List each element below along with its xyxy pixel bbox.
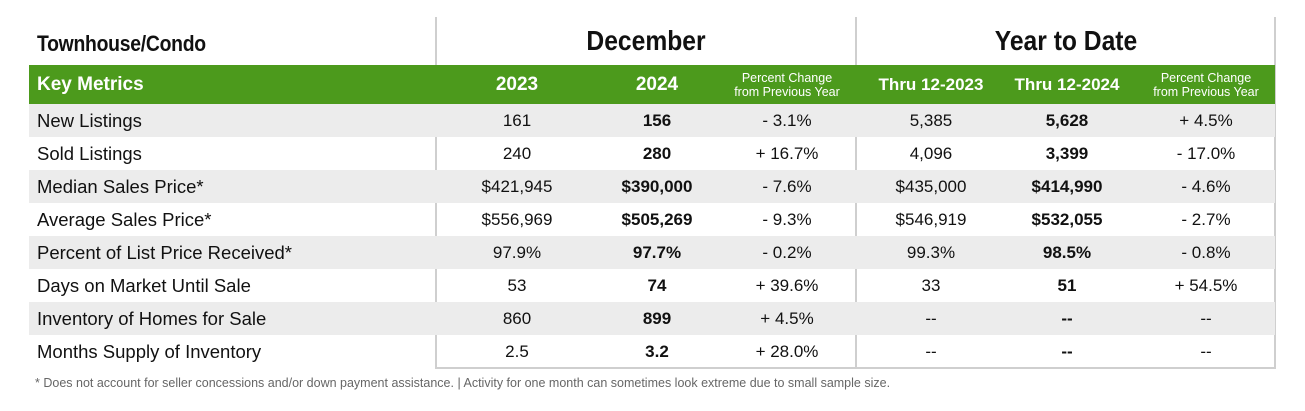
cell-december-2024: 156 <box>642 110 672 130</box>
row-label: Inventory of Homes for Sale <box>37 307 267 329</box>
cell-ytd-2024: -- <box>1061 308 1073 328</box>
title-row: Townhouse/Condo December Year to Date <box>29 17 1275 65</box>
cell-ytd-pct-change: -- <box>1200 341 1212 361</box>
pct-change-line2: from Previous Year <box>1153 84 1259 99</box>
row-label: Average Sales Price* <box>37 208 212 230</box>
cell-december-2024: 97.7% <box>632 242 682 262</box>
cell-ytd-2024: $414,990 <box>1031 176 1103 196</box>
footnote: * Does not account for seller concession… <box>35 376 891 390</box>
cell-ytd-pct-change: - 2.7% <box>1181 209 1231 229</box>
row-label: Days on Market Until Sale <box>37 274 251 296</box>
cell-december-2024: 3.2 <box>645 341 669 361</box>
header-pct-change-ytd: Percent Change from Previous Year <box>1137 65 1275 104</box>
cell-december-2023: 53 <box>507 275 527 295</box>
cell-december-2023: 161 <box>502 110 532 130</box>
row-label: Percent of List Price Received* <box>37 241 293 263</box>
cell-december-pct-change: - 7.6% <box>762 176 812 196</box>
cell-ytd-2024: 3,399 <box>1045 143 1089 163</box>
cell-december-2024: 74 <box>647 275 667 295</box>
cell-ytd-pct-change: - 17.0% <box>1176 143 1236 163</box>
cell-ytd-2023: 5,385 <box>909 110 953 130</box>
cell-ytd-2024: $532,055 <box>1031 209 1103 229</box>
row-label: Months Supply of Inventory <box>37 340 262 362</box>
cell-december-2024: 280 <box>642 143 672 163</box>
header-2023: 2023 <box>495 73 539 95</box>
header-2024: 2024 <box>635 73 679 95</box>
cell-december-2023: $556,969 <box>481 209 553 229</box>
table-row: Inventory of Homes for Sale 860 899 + 4.5% -… <box>29 302 1275 335</box>
pct-change-line1: Percent Change <box>1160 70 1252 85</box>
cell-ytd-2024: -- <box>1061 341 1073 361</box>
pct-change-line2: from Previous Year <box>734 84 840 99</box>
cell-december-2023: 860 <box>502 308 532 328</box>
cell-ytd-2024: 5,628 <box>1045 110 1089 130</box>
cell-december-pct-change: + 39.6% <box>755 275 819 295</box>
cell-december-2023: 97.9% <box>492 242 542 262</box>
cell-december-pct-change: - 9.3% <box>762 209 812 229</box>
cell-ytd-2023: -- <box>925 308 937 328</box>
cell-ytd-2023: 33 <box>921 275 941 295</box>
cell-december-2023: 2.5 <box>505 341 529 361</box>
cell-december-2023: $421,945 <box>481 176 553 196</box>
table-row: Average Sales Price* $556,969 $505,269 - 9.… <box>29 203 1275 236</box>
table-row: Median Sales Price* $421,945 $390,000 - 7.6… <box>29 170 1275 203</box>
group-title-december: December <box>586 25 706 56</box>
header-thru-2024: Thru 12-2024 <box>1014 74 1120 94</box>
row-label: Sold Listings <box>37 142 142 164</box>
cell-ytd-2024: 98.5% <box>1042 242 1092 262</box>
cell-ytd-pct-change: + 4.5% <box>1179 110 1233 130</box>
row-label: Median Sales Price* <box>37 175 204 197</box>
cell-ytd-2023: $546,919 <box>895 209 967 229</box>
table-row: Months Supply of Inventory 2.5 3.2 + 28.0% -… <box>29 335 1275 368</box>
cell-ytd-2023: 4,096 <box>909 143 953 163</box>
cell-december-2024: 899 <box>642 308 672 328</box>
header-pct-change-december: Percent Change from Previous Year <box>717 65 857 104</box>
cell-ytd-pct-change: -- <box>1200 308 1212 328</box>
cell-december-pct-change: + 4.5% <box>760 308 814 328</box>
cell-ytd-2023: -- <box>925 341 937 361</box>
cell-december-pct-change: - 3.1% <box>762 110 812 130</box>
cell-december-pct-change: + 28.0% <box>755 341 819 361</box>
cell-december-2024: $505,269 <box>621 209 693 229</box>
group-title-ytd: Year to Date <box>994 25 1138 56</box>
cell-ytd-2024: 51 <box>1057 275 1077 295</box>
table-bottom-border <box>435 367 1276 369</box>
table-row: Days on Market Until Sale 53 74 + 39.6% 33 51… <box>29 269 1275 302</box>
cell-december-2023: 240 <box>502 143 532 163</box>
table-header: Key Metrics 2023 2024 Percent Change fro… <box>29 65 1275 104</box>
table-row: Sold Listings 240 280 + 16.7% 4,096 3,399 - 17… <box>29 137 1275 170</box>
header-key-metrics: Key Metrics <box>37 73 144 95</box>
cell-december-pct-change: - 0.2% <box>762 242 812 262</box>
cell-december-2024: $390,000 <box>621 176 693 196</box>
row-label: New Listings <box>37 109 142 131</box>
cell-ytd-2023: 99.3% <box>906 242 956 262</box>
cell-ytd-2023: $435,000 <box>895 176 967 196</box>
table-row: Percent of List Price Received* 97.9% 97.7… <box>29 236 1275 269</box>
cell-ytd-pct-change: - 4.6% <box>1181 176 1231 196</box>
pct-change-line1: Percent Change <box>741 70 833 85</box>
header-thru-2023: Thru 12-2023 <box>878 74 984 94</box>
section-title: Townhouse/Condo <box>37 31 206 56</box>
cell-december-pct-change: + 16.7% <box>755 143 819 163</box>
table-row: New Listings 161 156 - 3.1% 5,385 5,628 + 4.5% <box>29 104 1275 137</box>
cell-ytd-pct-change: - 0.8% <box>1181 242 1231 262</box>
divider-right <box>1274 17 1276 369</box>
cell-ytd-pct-change: + 54.5% <box>1174 275 1238 295</box>
table-body: New Listings 161 156 - 3.1% 5,385 5,628 + 4.5%… <box>29 104 1275 368</box>
